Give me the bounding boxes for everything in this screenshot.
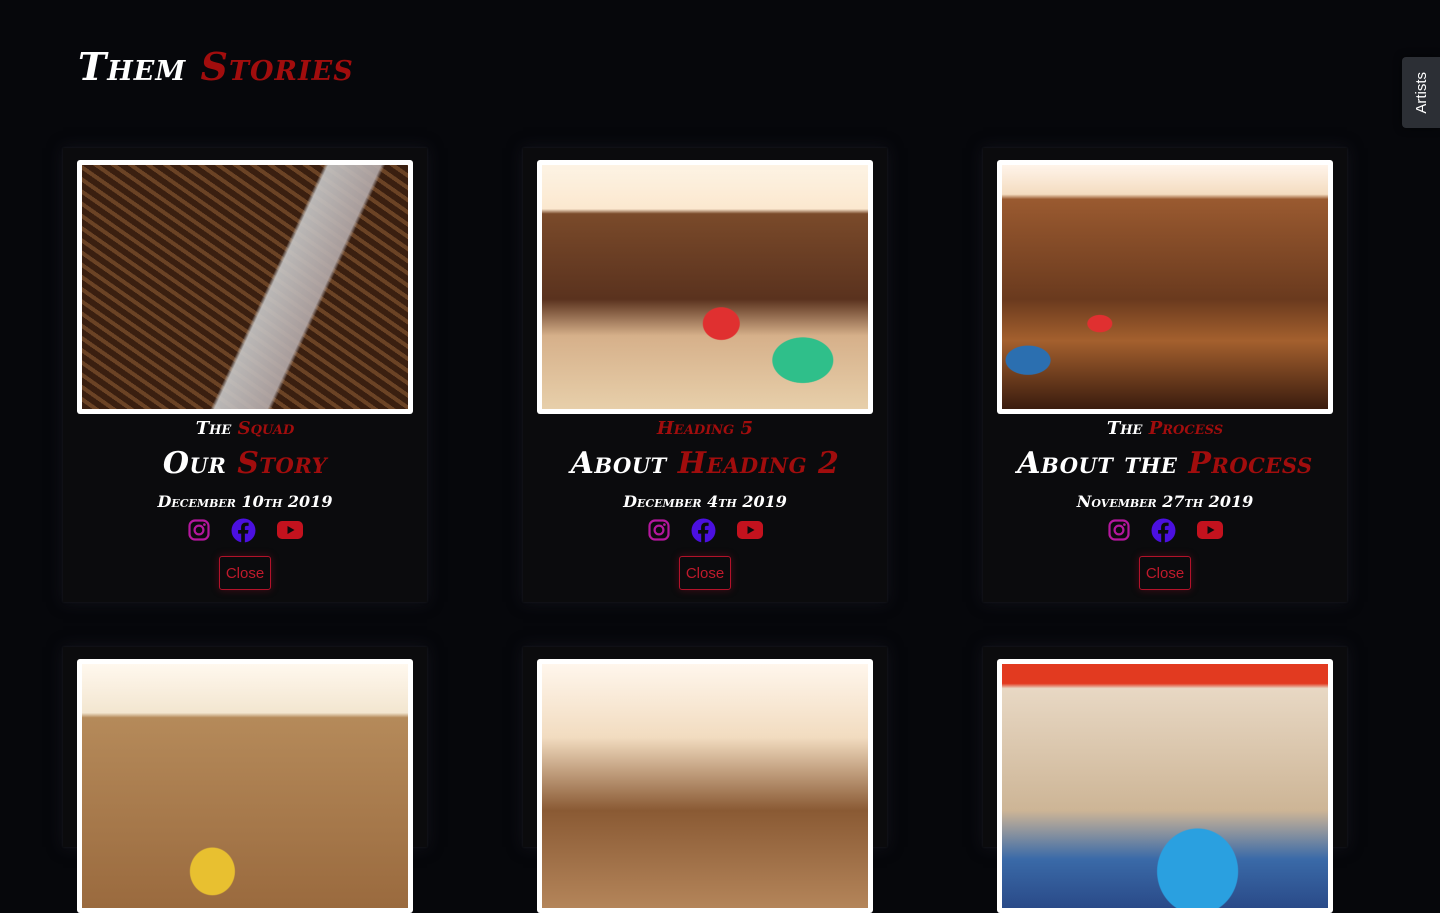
close-button[interactable]: Close (679, 556, 731, 590)
instagram-icon[interactable] (187, 518, 211, 543)
social-links (63, 518, 427, 543)
kicker-white: The (1106, 418, 1143, 439)
card-date: November 27th 2019 (1076, 492, 1254, 511)
subway-tracks-photo (82, 165, 408, 409)
graffiti-factory-photo (1002, 165, 1328, 409)
card-kicker: Heading 5 (523, 418, 887, 439)
card-photo-frame (77, 160, 413, 414)
card-heading: About the Process (983, 446, 1347, 481)
card-photo-frame (77, 659, 413, 913)
graffiti-warehouse-photo (542, 165, 868, 409)
close-button[interactable]: Close (1139, 556, 1191, 590)
kicker-white: The (195, 418, 232, 439)
card-photo-frame (537, 659, 873, 913)
story-card (523, 647, 887, 913)
heading-red: Process (1188, 446, 1313, 481)
graffiti-storefront-photo (1002, 664, 1328, 908)
artists-tab-label: Artists (1412, 71, 1430, 114)
card-heading: Our Story (63, 446, 427, 481)
card-heading: About Heading 2 (523, 446, 887, 481)
youtube-icon[interactable] (736, 518, 764, 543)
heading-red: Story (237, 446, 328, 481)
graffiti-wall-photo (82, 664, 408, 908)
story-card: The Process About the Process November 2… (983, 148, 1347, 602)
story-card (983, 647, 1347, 913)
facebook-icon[interactable] (1151, 518, 1176, 543)
card-photo-frame (997, 659, 1333, 913)
artists-side-tab[interactable]: Artists (1402, 57, 1440, 128)
page-title: Them Stories (78, 44, 354, 89)
instagram-icon[interactable] (647, 518, 671, 543)
social-links (983, 518, 1347, 543)
card-photo-frame (537, 160, 873, 414)
saturdays-only-building-photo (542, 664, 868, 908)
page-title-word-1: Them (78, 44, 187, 89)
heading-red: Heading 2 (677, 446, 840, 481)
card-kicker: The Squad (63, 418, 427, 439)
story-card: The Squad Our Story December 10th 2019 C… (63, 148, 427, 602)
social-links (523, 518, 887, 543)
close-button[interactable]: Close (219, 556, 271, 590)
facebook-icon[interactable] (691, 518, 716, 543)
heading-white: About the (1017, 446, 1178, 481)
story-card (63, 647, 427, 913)
youtube-icon[interactable] (1196, 518, 1224, 543)
heading-white: Our (162, 446, 227, 481)
facebook-icon[interactable] (231, 518, 256, 543)
youtube-icon[interactable] (276, 518, 304, 543)
instagram-icon[interactable] (1107, 518, 1131, 543)
card-photo-frame (997, 160, 1333, 414)
kicker-red: Squad (237, 418, 295, 439)
story-card: Heading 5 About Heading 2 December 4th 2… (523, 148, 887, 602)
card-date: December 4th 2019 (623, 492, 787, 511)
heading-white: About (570, 446, 667, 481)
card-date: December 10th 2019 (157, 492, 333, 511)
card-kicker: The Process (983, 418, 1347, 439)
kicker-red: Heading 5 (656, 418, 754, 439)
kicker-red: Process (1148, 418, 1224, 439)
page-title-word-2: Stories (200, 44, 354, 89)
